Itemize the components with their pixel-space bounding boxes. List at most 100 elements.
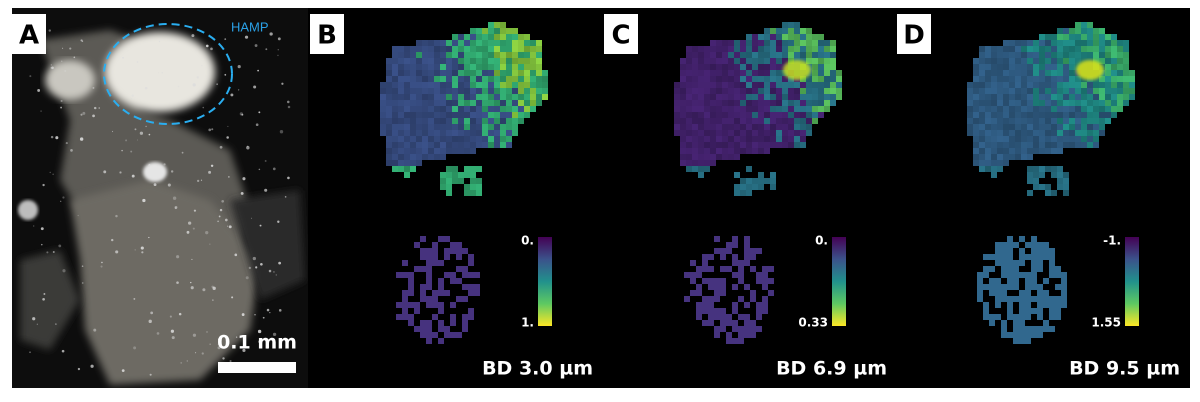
map-pixel — [1049, 296, 1055, 302]
map-pixel — [530, 106, 536, 112]
map-pixel — [979, 154, 985, 160]
map-pixel — [1075, 130, 1081, 136]
map-pixel — [762, 278, 768, 284]
map-pixel — [1105, 46, 1111, 52]
map-pixel — [1009, 112, 1015, 118]
map-pixel — [991, 124, 997, 130]
map-pixel — [476, 34, 482, 40]
map-pixel — [722, 118, 728, 124]
map-pixel — [518, 64, 524, 70]
sparkle — [286, 100, 290, 104]
map-pixel — [1075, 88, 1081, 94]
map-pixel — [470, 148, 476, 154]
map-pixel — [782, 130, 788, 136]
map-pixel — [722, 112, 728, 118]
map-pixel — [1043, 290, 1049, 296]
map-pixel — [470, 64, 476, 70]
map-pixel — [1003, 46, 1009, 52]
map-pixel — [446, 40, 452, 46]
map-pixel — [404, 172, 410, 178]
map-pixel — [518, 46, 524, 52]
map-pixel — [446, 124, 452, 130]
map-pixel — [456, 332, 462, 338]
map-pixel — [1117, 70, 1123, 76]
map-pixel — [979, 160, 985, 166]
map-pixel — [1105, 112, 1111, 118]
map-pixel — [432, 296, 438, 302]
map-pixel — [710, 106, 716, 112]
map-panel: 0.1.BD 3.0 µmB — [308, 8, 602, 388]
map-pixel — [744, 254, 750, 260]
map-pixel — [458, 112, 464, 118]
map-pixel — [1051, 64, 1057, 70]
map-pixel — [434, 76, 440, 82]
map-pixel — [758, 172, 764, 178]
map-pixel — [458, 142, 464, 148]
map-pixel — [698, 154, 704, 160]
map-pixel — [977, 296, 983, 302]
map-pixel — [800, 136, 806, 142]
map-pixel — [542, 70, 548, 76]
sparkle — [238, 89, 240, 91]
map-pixel — [1043, 254, 1049, 260]
map-pixel — [794, 82, 800, 88]
map-pixel — [408, 272, 414, 278]
map-pixel — [726, 332, 732, 338]
map-pixel — [746, 112, 752, 118]
map-pixel — [720, 248, 726, 254]
map-pixel — [674, 100, 680, 106]
map-pixel — [997, 88, 1003, 94]
map-pixel — [997, 94, 1003, 100]
map-pixel — [800, 40, 806, 46]
map-pixel — [506, 100, 512, 106]
map-pixel — [734, 148, 740, 154]
map-pixel — [422, 136, 428, 142]
map-pixel — [806, 40, 812, 46]
map-pixel — [806, 118, 812, 124]
map-pixel — [734, 70, 740, 76]
map-pixel — [728, 52, 734, 58]
map-pixel — [997, 142, 1003, 148]
map-pixel — [1063, 28, 1069, 34]
map-pixel — [1093, 46, 1099, 52]
map-pixel — [1013, 278, 1019, 284]
map-pixel — [776, 64, 782, 70]
map-pixel — [1051, 124, 1057, 130]
map-pixel — [458, 118, 464, 124]
map-pixel — [392, 166, 398, 172]
sparkle — [201, 65, 203, 67]
map-pixel — [1045, 46, 1051, 52]
map-pixel — [692, 100, 698, 106]
map-pixel — [1061, 278, 1067, 284]
map-pixel — [518, 94, 524, 100]
map-pixel — [446, 82, 452, 88]
map-pixel — [446, 184, 452, 190]
map-pixel — [1057, 76, 1063, 82]
map-pixel — [788, 82, 794, 88]
map-pixel — [818, 100, 824, 106]
map-pixel — [692, 82, 698, 88]
map-pixel — [991, 70, 997, 76]
map-pixel — [1075, 142, 1081, 148]
map-pixel — [710, 154, 716, 160]
sparkle — [211, 285, 214, 288]
sparkle — [190, 281, 192, 284]
map-pixel — [985, 112, 991, 118]
map-pixel — [1031, 236, 1037, 242]
map-pixel — [716, 118, 722, 124]
map-pixel — [716, 46, 722, 52]
sparkle — [227, 125, 229, 127]
map-pixel — [464, 106, 470, 112]
map-pixel — [714, 326, 720, 332]
map-pixel — [392, 58, 398, 64]
sparkle — [284, 196, 287, 198]
map-pixel — [698, 106, 704, 112]
map-pixel — [686, 82, 692, 88]
map-pixel — [422, 100, 428, 106]
map-pixel — [494, 34, 500, 40]
map-pixel — [1075, 28, 1081, 34]
map-pixel — [1063, 124, 1069, 130]
sparkle — [177, 85, 180, 88]
map-pixel — [710, 124, 716, 130]
